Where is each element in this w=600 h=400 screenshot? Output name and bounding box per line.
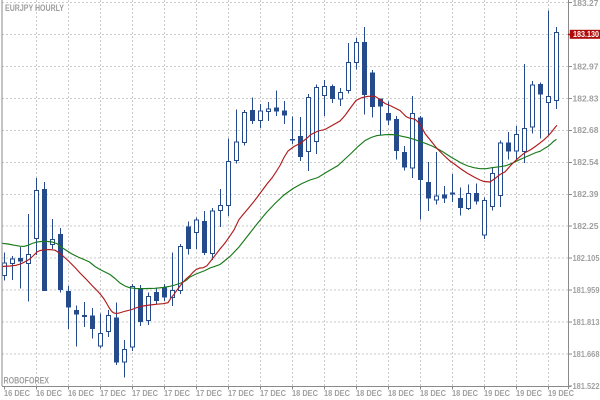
svg-text:17 DEC: 17 DEC [260, 388, 286, 398]
svg-text:181.959: 181.959 [573, 285, 600, 295]
svg-text:ROBOFOREX: ROBOFOREX [4, 376, 50, 386]
svg-text:EURJPY HOURLY: EURJPY HOURLY [5, 3, 64, 13]
svg-text:17 DEC: 17 DEC [228, 388, 254, 398]
svg-text:182.105: 182.105 [573, 253, 600, 263]
svg-text:18 DEC: 18 DEC [388, 388, 414, 398]
svg-text:17 DEC: 17 DEC [164, 388, 190, 398]
svg-text:19 DEC: 19 DEC [516, 388, 542, 398]
svg-text:18 DEC: 18 DEC [420, 388, 446, 398]
svg-text:17 DEC: 17 DEC [196, 388, 222, 398]
svg-text:17 DEC: 17 DEC [100, 388, 126, 398]
svg-text:182.83: 182.83 [573, 93, 599, 103]
svg-text:183.130: 183.130 [573, 29, 599, 39]
svg-text:182.25: 182.25 [573, 221, 599, 231]
svg-text:181.522: 181.522 [573, 381, 600, 391]
svg-text:16 DEC: 16 DEC [4, 388, 30, 398]
svg-text:181.668: 181.668 [573, 349, 600, 359]
svg-text:16 DEC: 16 DEC [68, 388, 94, 398]
svg-text:18 DEC: 18 DEC [452, 388, 478, 398]
svg-text:183.27: 183.27 [573, 0, 599, 8]
svg-text:19 DEC: 19 DEC [484, 388, 510, 398]
svg-text:18 DEC: 18 DEC [324, 388, 350, 398]
svg-text:17 DEC: 17 DEC [132, 388, 158, 398]
svg-text:181.813: 181.813 [573, 317, 600, 327]
svg-text:182.68: 182.68 [573, 125, 599, 135]
svg-text:182.39: 182.39 [573, 189, 599, 199]
svg-text:16 DEC: 16 DEC [36, 388, 62, 398]
svg-text:182.54: 182.54 [573, 157, 599, 167]
svg-text:18 DEC: 18 DEC [292, 388, 318, 398]
svg-text:18 DEC: 18 DEC [356, 388, 382, 398]
svg-text:182.97: 182.97 [573, 61, 599, 71]
svg-text:19 DEC: 19 DEC [548, 388, 574, 398]
